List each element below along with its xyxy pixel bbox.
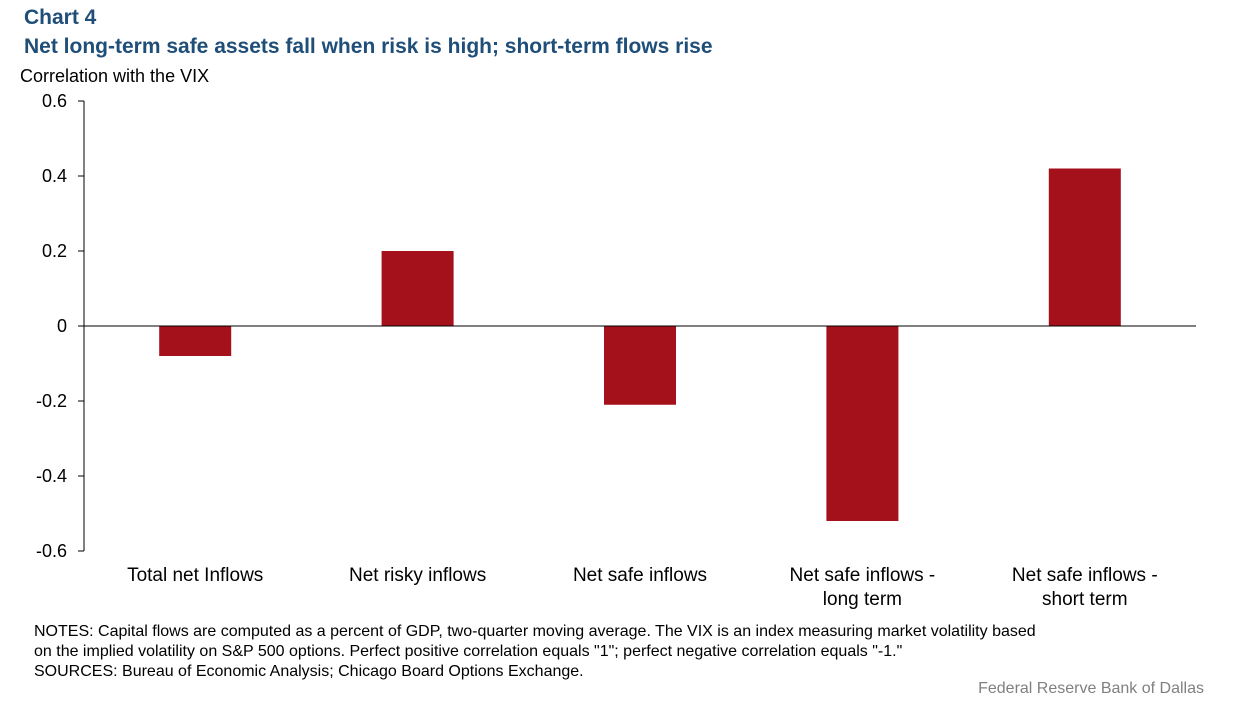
y-tick-label: 0: [57, 316, 67, 336]
bar: [604, 326, 676, 405]
y-tick-label: -0.6: [36, 541, 67, 561]
x-category-label: Net risky inflows: [349, 565, 486, 586]
x-category-label: Net safe inflows -: [1012, 565, 1158, 586]
chart-title: Net long-term safe assets fall when risk…: [24, 35, 713, 58]
source-credit: Federal Reserve Bank of Dallas: [978, 680, 1204, 697]
sources-line: SOURCES: Bureau of Economic Analysis; Ch…: [34, 663, 584, 680]
x-category-label: Net safe inflows: [573, 565, 707, 586]
notes-line-1: NOTES: Capital flows are computed as a p…: [34, 623, 1036, 640]
y-tick-label: -0.2: [36, 391, 67, 411]
bar: [159, 326, 232, 356]
bar: [1048, 168, 1121, 326]
bar: [826, 326, 899, 521]
y-tick-label: 0.4: [42, 166, 67, 186]
notes: NOTES: Capital flows are computed as a p…: [34, 622, 1224, 682]
chart-label: Chart 4: [24, 6, 97, 29]
y-tick-label: 0.2: [42, 241, 67, 261]
x-category-label: short term: [1042, 589, 1128, 610]
y-tick-label: 0.6: [42, 91, 67, 111]
bar: [381, 251, 454, 326]
y-tick-label: -0.4: [36, 466, 67, 486]
x-category-label: long term: [823, 589, 902, 610]
x-category-label: Net safe inflows -: [790, 565, 936, 586]
x-category-label: Total net Inflows: [127, 565, 263, 586]
notes-line-2: on the implied volatility on S&P 500 opt…: [34, 643, 903, 660]
y-axis-unit-label: Correlation with the VIX: [20, 66, 210, 86]
